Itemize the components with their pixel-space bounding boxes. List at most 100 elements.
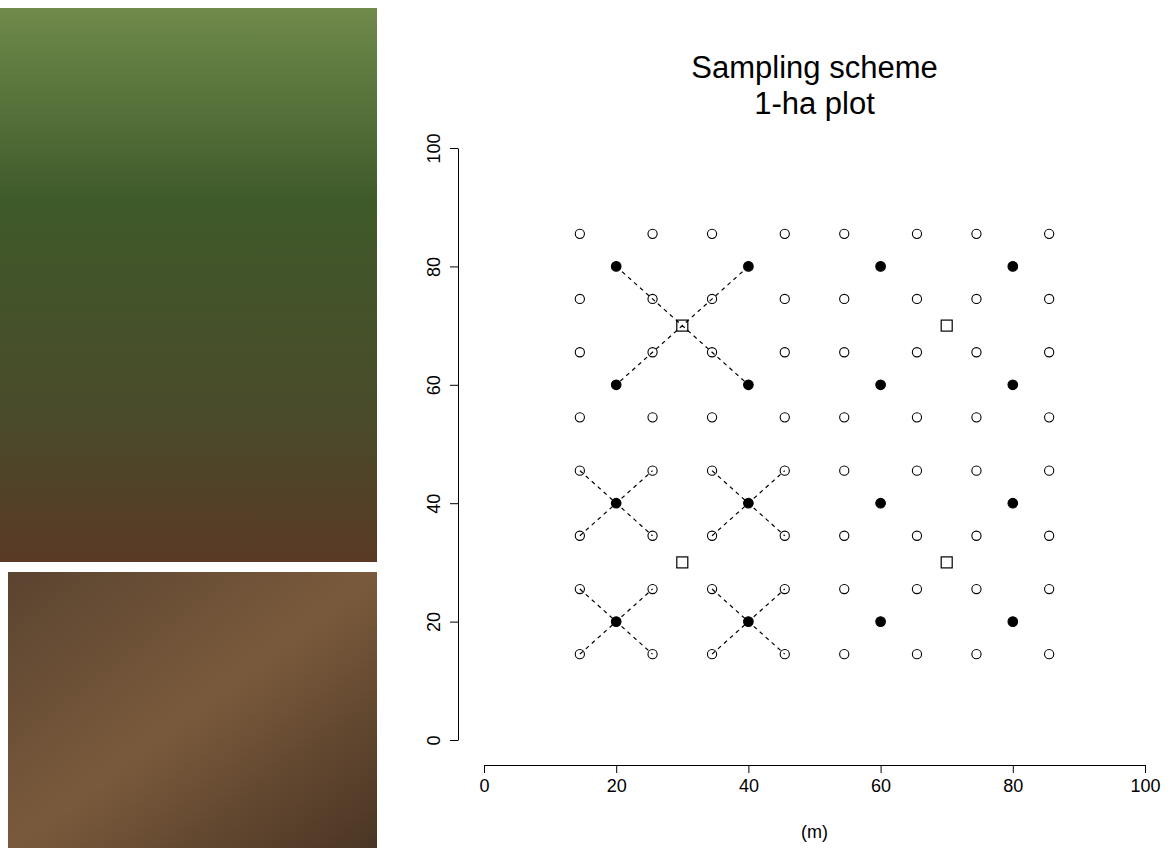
open-point xyxy=(707,229,716,238)
y-tick-label: 0 xyxy=(424,735,444,745)
x-tick-label: 20 xyxy=(607,776,627,796)
open-point xyxy=(972,229,981,238)
open-point xyxy=(1045,413,1054,422)
open-point xyxy=(648,584,657,593)
filled-point xyxy=(1008,262,1018,272)
photos xyxy=(0,8,377,848)
open-point xyxy=(912,413,921,422)
filled-point xyxy=(876,262,886,272)
open-point xyxy=(575,650,584,659)
y-axis: 0 20 40 60 80 100 xyxy=(424,133,459,745)
y-tick-mark xyxy=(450,622,458,623)
y-tick-label: 100 xyxy=(424,133,444,163)
filled-point xyxy=(744,380,754,390)
open-point xyxy=(840,650,849,659)
subtitle: 1-ha plot xyxy=(754,86,875,121)
open-point xyxy=(1045,294,1054,303)
y-tick-mark xyxy=(450,503,458,504)
point-group xyxy=(677,320,952,568)
open-point xyxy=(648,348,657,357)
open-point xyxy=(972,413,981,422)
open-point xyxy=(972,650,981,659)
open-point xyxy=(972,294,981,303)
soil-sampling-photo xyxy=(8,572,377,848)
open-point xyxy=(707,348,716,357)
open-point xyxy=(780,229,789,238)
x-tick-mark xyxy=(881,765,882,773)
open-point xyxy=(972,466,981,475)
square-point xyxy=(677,320,688,331)
y-tick-mark xyxy=(450,148,458,149)
open-point xyxy=(780,466,789,475)
y-tick: 80 xyxy=(424,257,458,277)
open-point xyxy=(707,466,716,475)
x-axis-title: (m) xyxy=(801,822,828,842)
y-tick: 40 xyxy=(424,494,458,514)
open-point xyxy=(912,294,921,303)
open-point xyxy=(840,413,849,422)
filled-point xyxy=(876,498,886,508)
filled-point xyxy=(876,380,886,390)
open-point xyxy=(840,466,849,475)
y-tick-label: 20 xyxy=(424,612,444,632)
open-point xyxy=(707,584,716,593)
y-tick-label: 60 xyxy=(424,375,444,395)
y-tick: 0 xyxy=(424,735,458,745)
open-point xyxy=(972,584,981,593)
open-point xyxy=(575,584,584,593)
y-tick-mark xyxy=(450,740,458,741)
plot-area xyxy=(575,229,1054,659)
open-point xyxy=(840,229,849,238)
open-point xyxy=(1045,531,1054,540)
x-tick-mark xyxy=(1145,765,1146,773)
open-point xyxy=(575,348,584,357)
open-point xyxy=(1045,466,1054,475)
open-point xyxy=(1045,650,1054,659)
open-point xyxy=(575,466,584,475)
open-point xyxy=(912,348,921,357)
filled-point xyxy=(611,617,621,627)
open-point xyxy=(780,413,789,422)
y-tick-label: 40 xyxy=(424,494,444,514)
x-tick-mark xyxy=(1013,765,1014,773)
open-point xyxy=(840,348,849,357)
point-group xyxy=(575,229,1054,659)
y-tick: 20 xyxy=(424,612,458,632)
open-point xyxy=(575,413,584,422)
open-point xyxy=(840,531,849,540)
filled-point xyxy=(611,262,621,272)
open-point xyxy=(912,531,921,540)
filled-point xyxy=(1008,617,1018,627)
x-axis-line xyxy=(485,765,1146,766)
title: Sampling scheme xyxy=(691,50,937,85)
open-point xyxy=(648,229,657,238)
open-point xyxy=(648,650,657,659)
x-tick-mark xyxy=(748,765,749,773)
open-point xyxy=(972,531,981,540)
x-tick: 0 xyxy=(479,765,489,796)
open-point xyxy=(912,229,921,238)
open-point xyxy=(1045,229,1054,238)
filled-point xyxy=(744,498,754,508)
forest-photo xyxy=(0,8,377,562)
x-tick-label: 100 xyxy=(1130,776,1160,796)
open-point xyxy=(840,584,849,593)
open-point xyxy=(912,650,921,659)
filled-point xyxy=(744,617,754,627)
y-tick: 100 xyxy=(424,133,458,163)
open-point xyxy=(707,531,716,540)
x-tick-label: 80 xyxy=(1003,776,1023,796)
open-point xyxy=(840,294,849,303)
point-group xyxy=(611,262,1017,627)
open-point xyxy=(707,650,716,659)
x-tick: 60 xyxy=(871,765,891,796)
square-point xyxy=(677,557,688,568)
open-point xyxy=(648,466,657,475)
filled-point xyxy=(1008,498,1018,508)
x-tick: 100 xyxy=(1130,765,1160,796)
x-axis: 020406080100 xyxy=(479,765,1160,796)
open-point xyxy=(1045,348,1054,357)
x-tick-mark xyxy=(484,765,485,773)
filled-point xyxy=(876,617,886,627)
open-point xyxy=(575,229,584,238)
